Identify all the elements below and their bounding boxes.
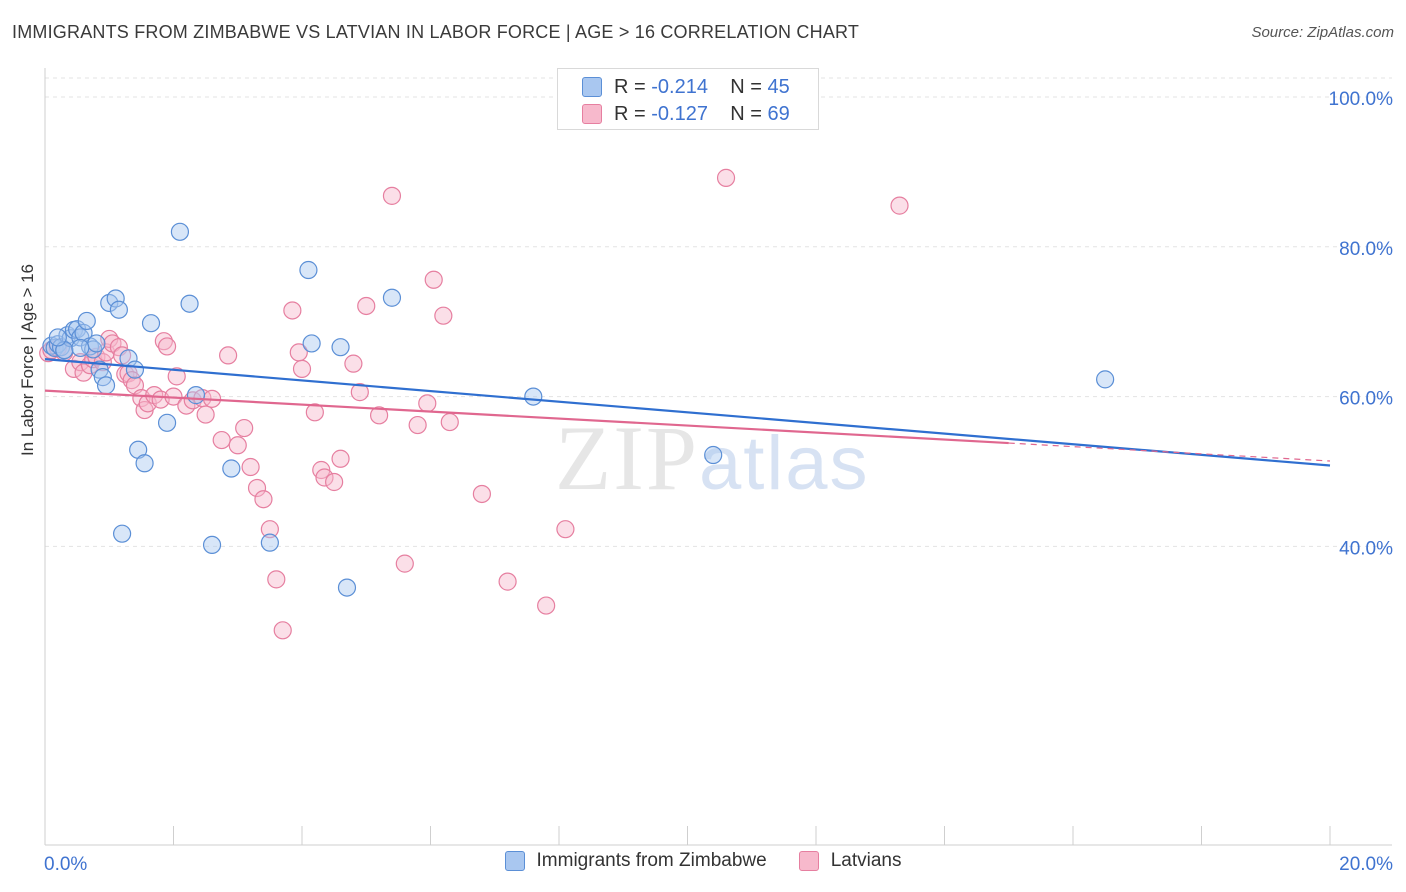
chart-title: IMMIGRANTS FROM ZIMBABWE VS LATVIAN IN L… — [12, 22, 860, 42]
zimbabwe-trend-line — [44, 358, 1331, 467]
latvians-point — [556, 520, 575, 539]
latvians-point — [267, 570, 286, 589]
legend-item-zimbabwe: Immigrants from Zimbabwe — [504, 850, 767, 872]
latvians-legend-swatch — [798, 851, 819, 871]
zimbabwe-swatch — [582, 77, 602, 97]
latvians-point — [498, 572, 517, 591]
zimbabwe-point — [186, 386, 206, 405]
zimbabwe-point — [331, 338, 350, 357]
latvians-point — [122, 371, 141, 390]
zimbabwe-point — [704, 445, 723, 465]
watermark-atlas: atlas — [699, 421, 870, 506]
latvians-point — [254, 490, 273, 509]
latvians-point — [235, 418, 254, 438]
latvians-point — [424, 270, 443, 289]
latvians-point — [716, 168, 736, 187]
zimbabwe-point — [125, 360, 145, 379]
latvians-swatch — [582, 104, 602, 124]
r-value: -0.214 — [651, 75, 708, 98]
x-tick-label: 0.0% — [44, 854, 87, 875]
zimbabwe-point — [260, 533, 279, 552]
latvians-point — [292, 359, 312, 378]
stats-legend-row-latvians: R = -0.127 N = 69 — [582, 102, 790, 126]
legend-item-latvians: Latvians — [798, 850, 902, 872]
latvians-point — [325, 472, 344, 492]
latvians-point — [537, 596, 556, 615]
zimbabwe-point — [109, 300, 128, 319]
zimbabwe-point — [524, 387, 543, 406]
zimbabwe-point — [48, 328, 67, 347]
latvians-point — [315, 468, 334, 487]
latvians-point — [418, 394, 437, 413]
zimbabwe-point — [222, 459, 241, 478]
latvians-point — [305, 403, 324, 422]
source-credit: Source: ZipAtlas.com — [1251, 24, 1394, 41]
latvians-point — [247, 478, 267, 498]
zimbabwe-legend-swatch — [504, 851, 525, 871]
y-axis-label: In Labor Force | Age > 16 — [18, 263, 37, 456]
latvians-point — [357, 296, 376, 316]
latvians-point — [196, 405, 215, 424]
legend-label-latvians: Latvians — [830, 850, 902, 871]
zimbabwe-point — [87, 334, 106, 353]
zimbabwe-point — [71, 338, 90, 358]
latvians-point — [395, 554, 414, 573]
latvians-point — [219, 346, 238, 365]
y-tick-label: 60.0% — [1339, 389, 1393, 410]
latvians-trend-extension — [1008, 442, 1331, 462]
zimbabwe-point — [302, 334, 321, 353]
y-tick-label: 100.0% — [1329, 89, 1394, 110]
latvians-point — [167, 367, 186, 386]
n-value: 45 — [767, 75, 790, 98]
n-label: N = — [730, 75, 762, 98]
latvians-point — [283, 301, 302, 320]
latvians-point — [157, 337, 177, 356]
latvians-point — [382, 186, 402, 205]
latvians-point — [344, 354, 363, 373]
latvians-point — [350, 383, 369, 402]
zimbabwe-point — [77, 311, 96, 331]
n-label: N = — [730, 102, 762, 125]
latvians-point — [434, 306, 453, 325]
latvians-point — [228, 436, 247, 455]
r-label: R = — [614, 75, 646, 98]
zimbabwe-point — [96, 376, 116, 395]
zimbabwe-point — [135, 454, 154, 473]
latvians-trend-line — [44, 389, 1009, 445]
zimbabwe-point — [141, 314, 161, 333]
zimbabwe-point — [180, 294, 199, 313]
zimbabwe-point — [202, 535, 222, 555]
latvians-point — [370, 406, 389, 425]
latvians-point — [212, 430, 231, 450]
x-tick-label: 20.0% — [1339, 854, 1393, 875]
latvians-point — [440, 412, 459, 432]
y-tick-label: 40.0% — [1339, 538, 1393, 559]
latvians-point — [273, 621, 292, 640]
zimbabwe-point — [382, 288, 402, 307]
r-value: -0.127 — [651, 102, 708, 125]
legend-label-zimbabwe: Immigrants from Zimbabwe — [536, 850, 767, 871]
latvians-point — [260, 520, 279, 539]
zimbabwe-point — [1096, 370, 1115, 389]
r-label: R = — [614, 102, 646, 125]
stats-legend-row-zimbabwe: R = -0.214 N = 45 — [582, 75, 790, 99]
latvians-point — [890, 196, 909, 215]
zimbabwe-point — [299, 260, 318, 280]
y-tick-label: 80.0% — [1339, 239, 1393, 260]
zimbabwe-point — [337, 578, 357, 597]
series-legend: Immigrants from Zimbabwe Latvians — [0, 850, 1406, 872]
zimbabwe-point — [112, 524, 132, 543]
latvians-point — [154, 332, 173, 351]
n-value: 69 — [767, 102, 790, 125]
latvians-point — [241, 457, 260, 477]
stats-legend: R = -0.214 N = 45 R = -0.127 N = 69 — [557, 68, 819, 130]
latvians-point — [472, 484, 491, 504]
zimbabwe-point — [170, 222, 190, 241]
latvians-point — [331, 449, 350, 468]
zimbabwe-point — [106, 289, 125, 308]
zimbabwe-point — [157, 413, 177, 432]
latvians-point — [408, 415, 427, 435]
